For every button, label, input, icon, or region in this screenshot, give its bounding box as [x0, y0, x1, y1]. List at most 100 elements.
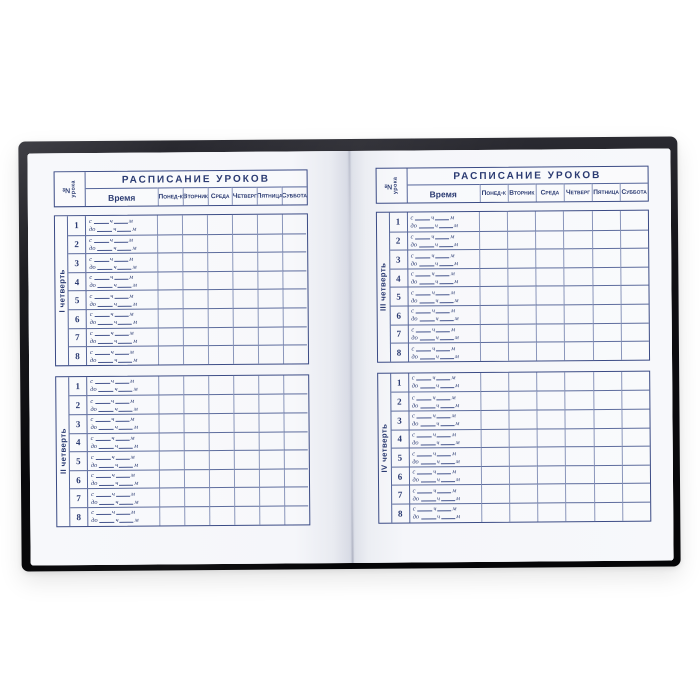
blank-hours-line	[95, 490, 111, 497]
day-cell	[592, 322, 621, 342]
blank-minutes-line	[119, 517, 134, 524]
time-cell: с ч м до ч м	[408, 428, 481, 448]
time-prefix-label: до	[410, 260, 418, 268]
time-to-line: до ч м	[412, 382, 480, 391]
hours-label: ч	[436, 457, 440, 465]
time-prefix-label: до	[90, 424, 97, 432]
day-cell	[479, 323, 508, 343]
quarter-1-label: I четверть	[56, 268, 67, 313]
day-cell	[564, 390, 593, 410]
blank-minutes-line	[118, 405, 133, 412]
day-cell	[621, 445, 650, 465]
blank-hours-line	[95, 472, 111, 479]
day-cell	[256, 214, 282, 234]
lesson-number-column-header: № урока	[376, 168, 408, 203]
day-cell	[537, 502, 566, 522]
hours-label: ч	[435, 315, 439, 323]
quarter-label-cell: IV четверть	[377, 373, 392, 523]
blank-hours-line	[98, 386, 114, 393]
day-column-header-monday: Понед-к	[479, 183, 508, 202]
day-cell	[563, 304, 593, 323]
day-cell	[282, 325, 308, 345]
day-cell	[478, 267, 508, 287]
day-cell	[183, 487, 210, 507]
day-cell	[593, 445, 622, 465]
blank-minutes-line	[118, 319, 133, 326]
blank-minutes-line	[115, 416, 130, 423]
blank-minutes-line	[436, 431, 451, 438]
time-column-header: Время	[85, 187, 158, 207]
blank-minutes-line	[440, 402, 455, 409]
quarter-label-cell: III четверть	[376, 212, 391, 362]
lesson-number-cell: 6	[68, 309, 86, 328]
day-cell	[232, 326, 258, 346]
time-to-line: до ч м	[411, 353, 479, 362]
blank-hours-line	[99, 517, 115, 524]
lesson-number-cell: 8	[391, 503, 409, 523]
time-prefix-label: до	[90, 480, 98, 488]
time-cell: с ч м до ч м	[408, 447, 481, 467]
day-cell	[257, 288, 283, 308]
day-cell	[258, 505, 284, 525]
day-cell	[534, 211, 564, 231]
time-cell: с ч м до ч м	[408, 465, 481, 485]
blank-minutes-line	[114, 255, 129, 262]
lesson-number-cell: 4	[69, 432, 87, 452]
time-cell: с ч м до ч м	[407, 372, 480, 392]
minutes-label: м	[451, 412, 456, 420]
lesson-number-cell: 1	[75, 381, 81, 392]
day-cell	[207, 270, 233, 290]
hours-label: ч	[436, 495, 441, 503]
blank-hours-line	[416, 394, 432, 401]
blank-hours-line	[419, 334, 435, 341]
time-prefix-label: с	[90, 397, 94, 405]
hours-label: ч	[114, 424, 118, 432]
hours-label: ч	[432, 394, 436, 402]
day-cell	[479, 341, 508, 361]
left-page: № урока РАСПИСАНИЕ УРОКОВ Время Понед-к …	[27, 150, 353, 566]
time-prefix-label: с	[88, 217, 92, 225]
time-prefix-label: до	[411, 334, 418, 342]
day-cell	[231, 251, 257, 271]
blank-hours-line	[415, 233, 431, 240]
blank-minutes-line	[439, 352, 454, 359]
day-cell	[507, 323, 536, 342]
time-prefix-label: с	[90, 416, 94, 424]
blank-minutes-line	[436, 374, 451, 381]
blank-hours-line	[94, 255, 110, 262]
day-cell	[564, 446, 594, 466]
day-cell	[564, 371, 593, 391]
time-prefix-label: до	[410, 221, 417, 230]
day-cell	[508, 502, 538, 522]
lesson-number-cell: 1	[396, 377, 402, 388]
hours-label: ч	[111, 490, 115, 498]
day-column-header-wednesday: Среда	[207, 186, 233, 206]
time-to-line: до ч м	[410, 221, 478, 230]
lesson-number-cell: 2	[390, 391, 408, 411]
hours-label: ч	[431, 213, 435, 221]
time-to-line: до ч м	[91, 517, 159, 526]
lesson-number-cell: 8	[70, 506, 88, 526]
time-cell: с ч м до ч м	[86, 432, 159, 452]
minutes-label: м	[450, 307, 456, 315]
day-cell	[535, 248, 564, 268]
day-cell	[535, 229, 564, 249]
minutes-label: м	[452, 505, 457, 513]
minutes-label: м	[450, 213, 455, 221]
day-column-header-friday: Пятница	[591, 182, 620, 202]
time-prefix-label: с	[90, 453, 94, 461]
blank-minutes-line	[114, 292, 129, 299]
minutes-label: м	[130, 434, 135, 442]
hours-label: ч	[114, 319, 118, 327]
hours-label: ч	[432, 374, 436, 382]
blank-hours-line	[99, 442, 115, 450]
minutes-label: м	[133, 337, 138, 345]
time-cell: с ч м до ч м	[407, 342, 480, 362]
lesson-number-cell: 1	[395, 216, 401, 227]
day-cell	[232, 375, 258, 395]
day-cell	[208, 450, 234, 469]
day-cell	[233, 487, 259, 506]
minutes-label: м	[454, 259, 459, 267]
number-sign-label: №	[62, 185, 70, 193]
day-cell	[592, 303, 621, 323]
